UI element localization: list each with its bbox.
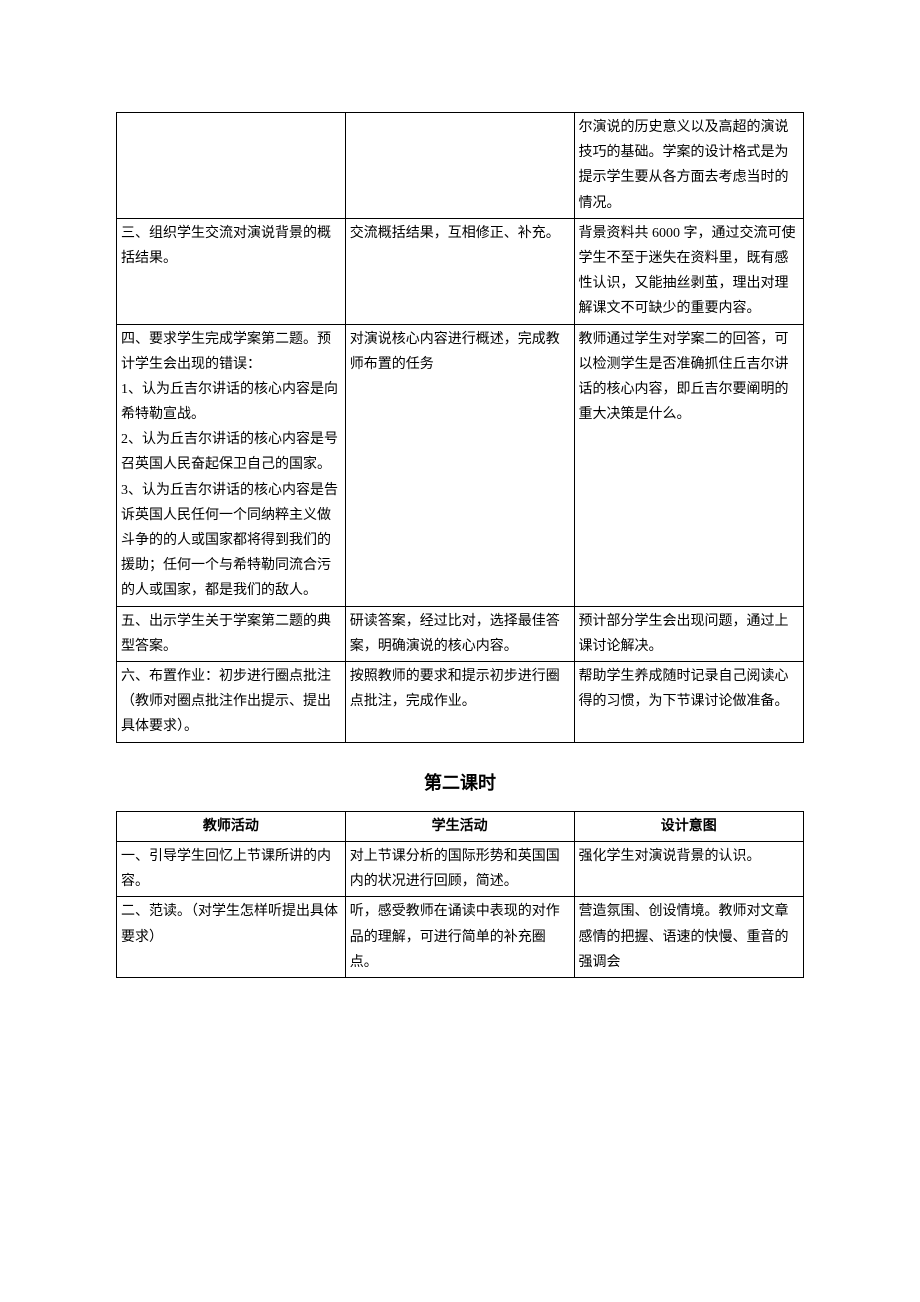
lesson-table-2: 教师活动 学生活动 设计意图 一、引导学生回忆上节课所讲的内容。 对上节课分析的… — [116, 811, 804, 978]
section-heading-lesson-2: 第二课时 — [116, 767, 804, 799]
teacher-cell: 二、范读。（对学生怎样听提出具体要求） — [117, 897, 346, 978]
intent-cell: 强化学生对演说背景的认识。 — [574, 842, 803, 897]
header-intent: 设计意图 — [574, 811, 803, 841]
table-row: 六、布置作业：初步进行圈点批注（教师对圈点批注作出提示、提出具体要求）。 按照教… — [117, 661, 804, 742]
table-row: 尔演说的历史意义以及高超的演说技巧的基础。学案的设计格式是为提示学生要从各方面去… — [117, 113, 804, 219]
teacher-cell: 五、出示学生关于学案第二题的典型答案。 — [117, 606, 346, 661]
intent-cell: 帮助学生养成随时记录自己阅读心得的习惯，为下节课讨论做准备。 — [574, 661, 803, 742]
student-cell: 交流概括结果，互相修正、补充。 — [345, 218, 574, 324]
table-row: 五、出示学生关于学案第二题的典型答案。 研读答案，经过比对，选择最佳答案，明确演… — [117, 606, 804, 661]
student-cell — [345, 113, 574, 219]
table-header-row: 教师活动 学生活动 设计意图 — [117, 811, 804, 841]
lesson-table-1: 尔演说的历史意义以及高超的演说技巧的基础。学案的设计格式是为提示学生要从各方面去… — [116, 112, 804, 743]
table-row: 一、引导学生回忆上节课所讲的内容。 对上节课分析的国际形势和英国国内的状况进行回… — [117, 842, 804, 897]
student-cell: 按照教师的要求和提示初步进行圈点批注，完成作业。 — [345, 661, 574, 742]
teacher-cell: 三、组织学生交流对演说背景的概括结果。 — [117, 218, 346, 324]
student-cell: 听，感受教师在诵读中表现的对作品的理解，可进行简单的补充圈点。 — [345, 897, 574, 978]
header-student: 学生活动 — [345, 811, 574, 841]
teacher-cell — [117, 113, 346, 219]
teacher-cell: 四、要求学生完成学案第二题。预计学生会出现的错误： 1、认为丘吉尔讲话的核心内容… — [117, 324, 346, 606]
intent-cell: 营造氛围、创设情境。教师对文章感情的把握、语速的快慢、重音的强调会 — [574, 897, 803, 978]
student-cell: 研读答案，经过比对，选择最佳答案，明确演说的核心内容。 — [345, 606, 574, 661]
teacher-cell: 一、引导学生回忆上节课所讲的内容。 — [117, 842, 346, 897]
intent-cell: 预计部分学生会出现问题，通过上课讨论解决。 — [574, 606, 803, 661]
student-cell: 对上节课分析的国际形势和英国国内的状况进行回顾，简述。 — [345, 842, 574, 897]
header-teacher: 教师活动 — [117, 811, 346, 841]
intent-cell: 尔演说的历史意义以及高超的演说技巧的基础。学案的设计格式是为提示学生要从各方面去… — [574, 113, 803, 219]
intent-cell: 背景资料共 6000 字，通过交流可使学生不至于迷失在资料里，既有感性认识，又能… — [574, 218, 803, 324]
table-row: 二、范读。（对学生怎样听提出具体要求） 听，感受教师在诵读中表现的对作品的理解，… — [117, 897, 804, 978]
intent-cell: 教师通过学生对学案二的回答，可以检测学生是否准确抓住丘吉尔讲话的核心内容，即丘吉… — [574, 324, 803, 606]
student-cell: 对演说核心内容进行概述，完成教师布置的任务 — [345, 324, 574, 606]
table-row: 三、组织学生交流对演说背景的概括结果。 交流概括结果，互相修正、补充。 背景资料… — [117, 218, 804, 324]
teacher-cell: 六、布置作业：初步进行圈点批注（教师对圈点批注作出提示、提出具体要求）。 — [117, 661, 346, 742]
table-row: 四、要求学生完成学案第二题。预计学生会出现的错误： 1、认为丘吉尔讲话的核心内容… — [117, 324, 804, 606]
